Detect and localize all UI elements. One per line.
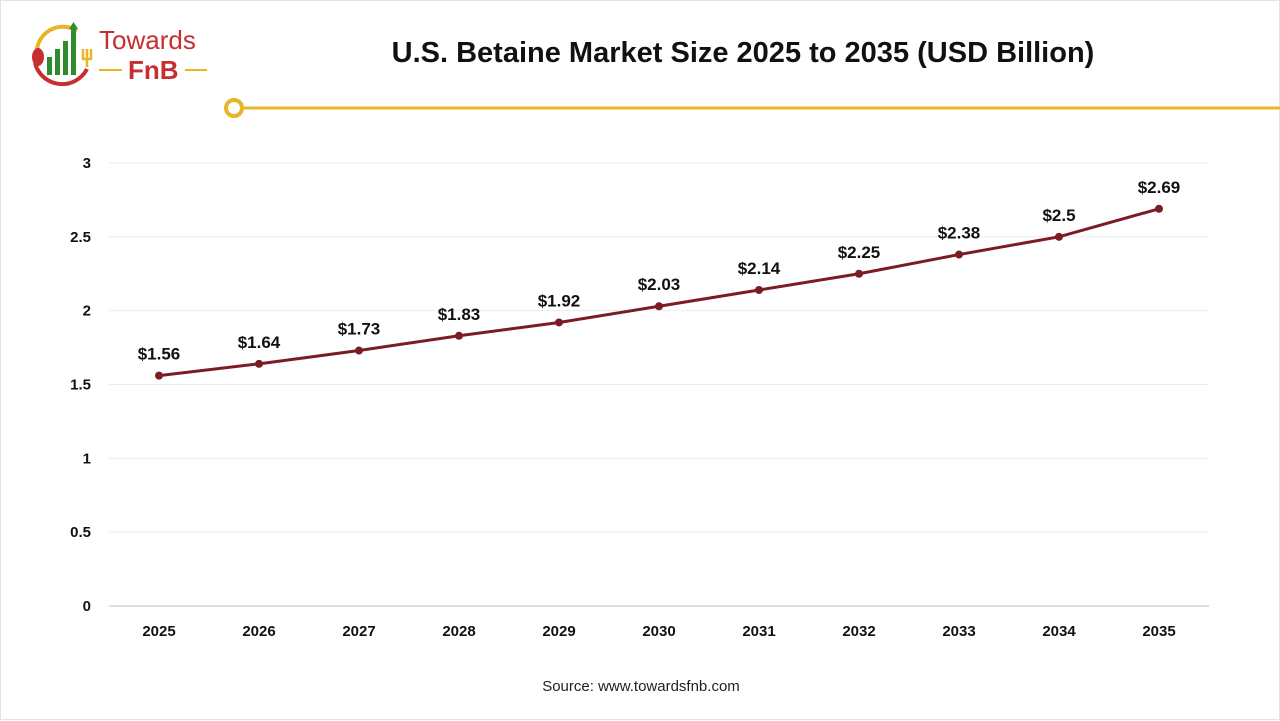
data-point xyxy=(755,285,763,294)
data-point xyxy=(955,250,963,259)
x-tick-label: 2032 xyxy=(842,623,875,640)
x-tick-label: 2033 xyxy=(942,623,975,640)
x-tick-label: 2028 xyxy=(442,623,475,640)
data-label: $1.56 xyxy=(138,345,181,364)
y-tick-label: 0 xyxy=(83,598,91,615)
data-point xyxy=(355,346,363,355)
source-note: Source: www.towardsfnb.com xyxy=(542,678,740,695)
data-point xyxy=(1155,204,1163,213)
data-label: $1.73 xyxy=(338,320,381,339)
x-tick-label: 2031 xyxy=(742,623,775,640)
logo-line2: FnB xyxy=(128,55,179,85)
data-label: $2.38 xyxy=(938,224,981,243)
x-tick-label: 2029 xyxy=(542,623,575,640)
y-tick-label: 2.5 xyxy=(70,229,91,246)
data-point xyxy=(155,371,163,380)
y-tick-label: 3 xyxy=(83,155,91,172)
x-tick-label: 2030 xyxy=(642,623,675,640)
data-point xyxy=(855,269,863,278)
y-tick-label: 2 xyxy=(83,303,91,320)
data-label: $2.5 xyxy=(1042,206,1075,225)
data-label: $1.83 xyxy=(438,305,481,324)
x-tick-label: 2025 xyxy=(142,623,175,640)
data-label: $2.14 xyxy=(738,259,781,278)
data-point xyxy=(1055,232,1063,241)
data-point xyxy=(455,331,463,340)
data-label: $2.03 xyxy=(638,275,681,294)
towards-fnb-logo: Towards FnB xyxy=(32,22,207,87)
data-point xyxy=(255,359,263,368)
logo-line1: Towards xyxy=(99,25,196,55)
x-tick-label: 2027 xyxy=(342,623,375,640)
y-tick-label: 0.5 xyxy=(70,524,91,541)
x-tick-label: 2026 xyxy=(242,623,275,640)
x-tick-label: 2034 xyxy=(1042,623,1076,640)
data-label: $2.69 xyxy=(1138,178,1181,197)
y-tick-label: 1 xyxy=(83,450,91,467)
data-label: $2.25 xyxy=(838,243,881,262)
data-label: $1.64 xyxy=(238,333,281,352)
data-label: $1.92 xyxy=(538,291,581,310)
title-underline xyxy=(224,98,1280,118)
x-tick-label: 2035 xyxy=(1142,623,1175,640)
data-point xyxy=(555,318,563,327)
data-point xyxy=(655,302,663,311)
chart-title: U.S. Betaine Market Size 2025 to 2035 (U… xyxy=(391,37,1095,69)
y-tick-label: 1.5 xyxy=(70,377,91,394)
